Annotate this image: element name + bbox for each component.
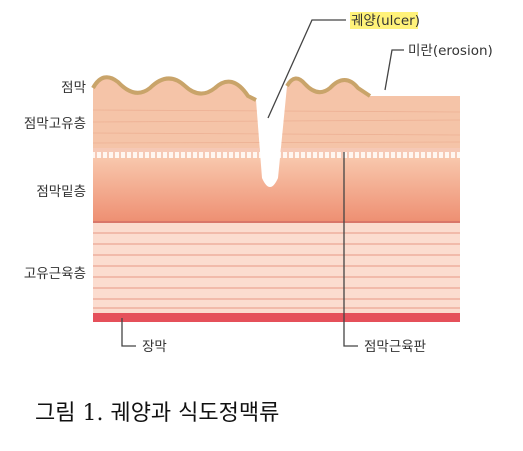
bottom-label: 점막근육판 — [364, 339, 426, 355]
leader-line — [384, 49, 404, 91]
leader-line — [121, 318, 136, 347]
caption: 그림 1. 궤양과 식도정맥류 — [35, 401, 279, 426]
callout-label: 미란(erosion) — [408, 43, 493, 59]
bottom-label: 장막 — [142, 339, 167, 355]
tissue-layers — [93, 77, 460, 322]
layer-label: 점막밑층 — [36, 184, 86, 200]
leader-line — [267, 19, 346, 119]
layer-label: 점막 — [61, 80, 86, 96]
callout-label: 궤양(ulcer) — [351, 13, 420, 29]
mucosa-edge — [91, 75, 257, 102]
layer-label: 점막고유층 — [24, 116, 86, 132]
leader-line — [343, 152, 358, 347]
mucosa-edge — [285, 76, 372, 98]
highlight — [350, 12, 418, 29]
layer-label: 고유근육층 — [24, 266, 86, 282]
